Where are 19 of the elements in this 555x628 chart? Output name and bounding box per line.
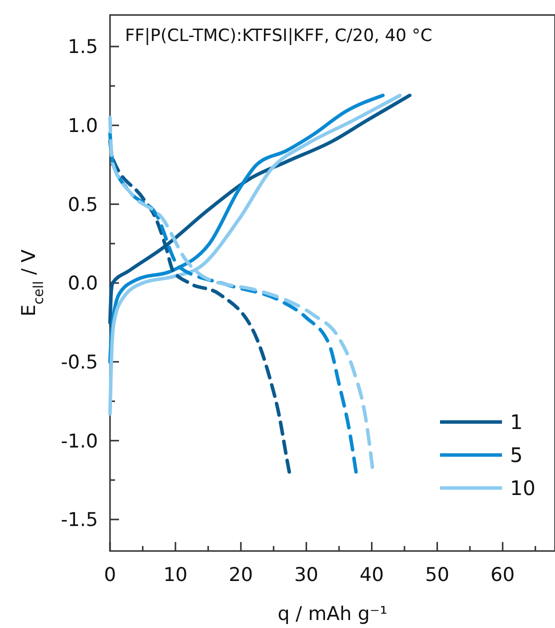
y-tick-label: 1.0	[68, 115, 98, 138]
y-tick-label: 0.0	[68, 272, 98, 295]
y-tick-label: -1.0	[60, 430, 98, 452]
x-tick-label: 20	[228, 564, 253, 586]
legend-label: 5	[510, 443, 523, 467]
y-tick-label: -0.5	[60, 351, 98, 374]
y-tick-label: 1.5	[68, 36, 98, 58]
y-tick-label: 0.5	[68, 194, 98, 216]
x-tick-label: 0	[104, 564, 116, 586]
legend-label: 10	[510, 476, 536, 500]
x-tick-label: 60	[490, 564, 515, 586]
legend-label: 1	[510, 410, 523, 434]
x-tick-label: 50	[425, 564, 450, 586]
y-tick-label: -1.5	[60, 509, 98, 532]
x-axis-title: q / mAh g⁻¹	[278, 603, 388, 625]
x-tick-label: 30	[294, 564, 318, 586]
text: FF|P(CL-TMC):KTFSI|KFF, C/20, 40 °C	[125, 26, 432, 46]
x-tick-label: 10	[163, 564, 188, 586]
x-tick-label: 40	[360, 564, 384, 586]
